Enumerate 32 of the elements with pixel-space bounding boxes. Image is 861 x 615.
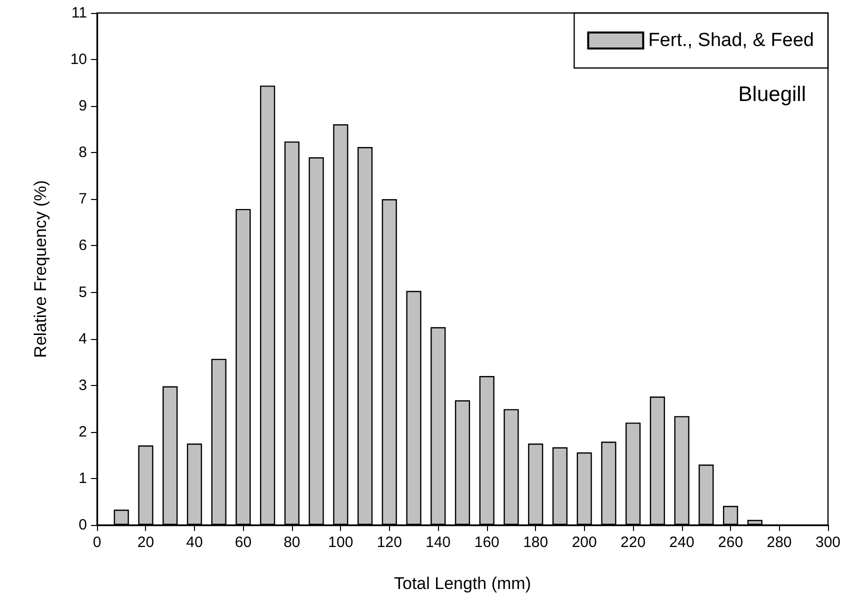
x-tick-label: 20: [137, 534, 154, 551]
x-tick-label: 120: [376, 534, 402, 551]
y-tick-label: 4: [78, 330, 87, 348]
y-tick-label: 7: [78, 190, 87, 208]
y-tick-label: 0: [78, 516, 87, 534]
x-tick-label: 100: [328, 534, 354, 551]
x-tick-label: 260: [718, 534, 744, 551]
legend-label: Fert., Shad, & Feed: [648, 30, 814, 51]
y-tick-label: 10: [70, 51, 87, 68]
x-tick-label: 140: [426, 534, 451, 551]
x-tick-label: 280: [766, 534, 792, 551]
y-tick-label: 3: [78, 376, 87, 394]
x-tick-label: 200: [572, 534, 597, 551]
x-tick-label: 60: [234, 534, 252, 551]
y-axis-title: Relative Frequency (%): [31, 180, 50, 358]
x-tick-label: 180: [523, 534, 548, 551]
y-tick-label: 1: [78, 470, 87, 487]
x-tick-label: 40: [186, 534, 203, 551]
y-tick-label: 9: [78, 98, 87, 115]
x-tick-label: 160: [474, 534, 500, 551]
x-axis-title: Total Length (mm): [394, 574, 531, 593]
annotation: Bluegill: [738, 83, 806, 106]
y-tick-label: 8: [78, 144, 87, 162]
x-tick-label: 240: [669, 534, 694, 551]
y-tick-label: 2: [78, 423, 87, 440]
y-tick-label: 6: [78, 237, 87, 254]
y-tick-label: 5: [78, 284, 87, 301]
x-tick-label: 0: [92, 534, 102, 551]
x-tick-label: 300: [815, 534, 841, 551]
x-tick-label: 220: [620, 534, 646, 551]
x-tick-label: 80: [284, 534, 300, 551]
y-tick-label: 11: [71, 4, 87, 22]
